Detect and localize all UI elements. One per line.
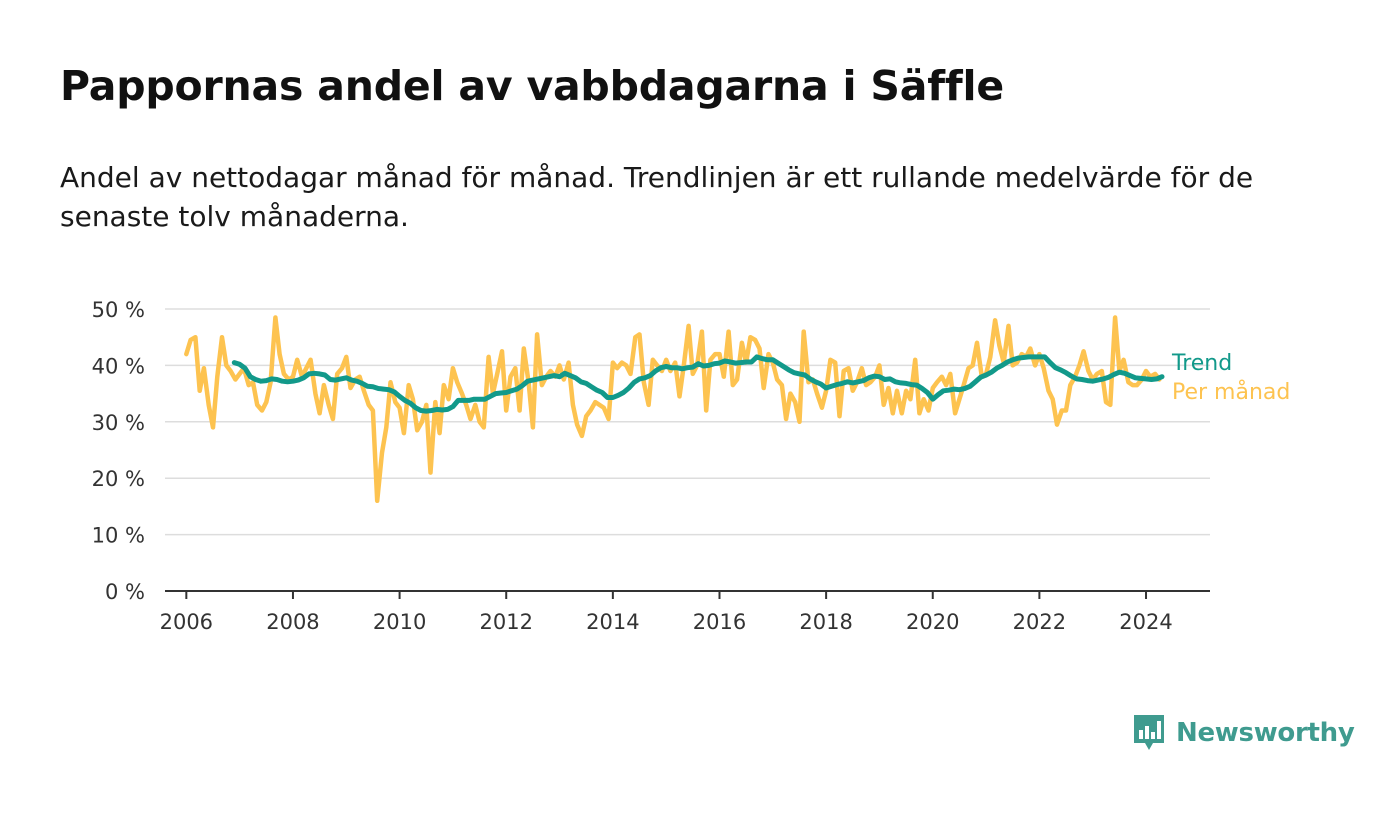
newsworthy-logo-icon (1134, 715, 1164, 750)
monthly-line (184, 315, 1162, 504)
legend: Per månad Trend (1171, 351, 1290, 405)
y-axis-tick-labels: 0 % 10 % 20 % 30 % 40 % 50 % (92, 298, 145, 604)
x-tick-label: 2016 (693, 610, 746, 634)
legend-trend-label: Trend (1171, 351, 1232, 376)
x-tick-label: 2008 (266, 610, 319, 634)
page-title: Pappornas andel av vabbdagarna i Säffle (60, 62, 1004, 110)
trend-line (231, 354, 1165, 414)
y-tick-label: 10 % (92, 524, 145, 548)
legend-monthly-label: Per månad (1172, 379, 1290, 405)
x-tick-label: 2014 (586, 610, 639, 634)
y-tick-label: 20 % (92, 467, 145, 491)
x-tick-label: 2018 (799, 610, 852, 634)
brand-name: Newsworthy (1176, 718, 1355, 748)
newsworthy-logo: Newsworthy (1132, 713, 1355, 753)
x-tick-label: 2012 (479, 610, 532, 634)
x-axis: 2006 2008 2010 2012 2014 2016 2018 2020 2022 2024 (160, 590, 1210, 634)
x-tick-label: 2024 (1119, 610, 1172, 634)
x-tick-label: 2006 (160, 610, 213, 634)
y-tick-label: 0 % (105, 580, 145, 604)
y-tick-label: 50 % (92, 298, 145, 322)
x-tick-label: 2022 (1013, 610, 1066, 634)
series-lines (184, 315, 1165, 504)
y-tick-label: 40 % (92, 354, 145, 378)
y-tick-label: 30 % (92, 411, 145, 435)
chart-subtitle: Andel av nettodagar månad för månad. Tre… (60, 161, 1254, 233)
x-tick-label: 2010 (373, 610, 426, 634)
x-tick-label: 2020 (906, 610, 959, 634)
